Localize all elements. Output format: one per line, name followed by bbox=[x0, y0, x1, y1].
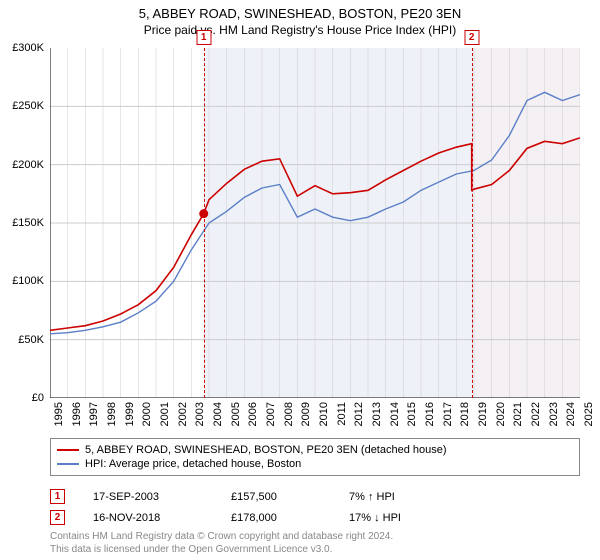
x-tick-label: 2019 bbox=[477, 402, 489, 426]
chart-plot: 12 bbox=[50, 48, 580, 398]
event-date: 17-SEP-2003 bbox=[93, 491, 203, 503]
y-tick-label: £100K bbox=[12, 275, 44, 287]
footer-line1: Contains HM Land Registry data © Crown c… bbox=[50, 530, 393, 543]
event-num-box: 2 bbox=[50, 510, 65, 525]
event-vline bbox=[204, 48, 205, 398]
x-tick-label: 1995 bbox=[53, 402, 65, 426]
legend-row: 5, ABBEY ROAD, SWINESHEAD, BOSTON, PE20 … bbox=[57, 443, 573, 457]
event-date: 16-NOV-2018 bbox=[93, 512, 203, 524]
x-tick-label: 2018 bbox=[459, 402, 471, 426]
x-tick-label: 1996 bbox=[71, 402, 83, 426]
y-tick-label: £300K bbox=[12, 42, 44, 54]
x-tick-label: 2011 bbox=[336, 402, 348, 426]
x-tick-label: 2013 bbox=[371, 402, 383, 426]
x-tick-label: 1998 bbox=[106, 402, 118, 426]
x-tick-label: 2016 bbox=[424, 402, 436, 426]
x-tick-label: 2015 bbox=[406, 402, 418, 426]
chart-subtitle: Price paid vs. HM Land Registry's House … bbox=[0, 21, 600, 41]
x-tick-label: 2001 bbox=[159, 402, 171, 426]
y-tick-label: £150K bbox=[12, 217, 44, 229]
x-tick-label: 2020 bbox=[495, 402, 507, 426]
event-delta: 7% ↑ HPI bbox=[349, 491, 395, 503]
event-row: 1 17-SEP-2003 £157,500 7% ↑ HPI bbox=[50, 486, 580, 507]
x-tick-label: 2024 bbox=[565, 402, 577, 426]
x-tick-label: 2010 bbox=[318, 402, 330, 426]
event-price: £157,500 bbox=[231, 491, 321, 503]
y-tick-label: £50K bbox=[18, 334, 44, 346]
y-tick-label: £0 bbox=[32, 392, 44, 404]
x-axis-labels: 1995 1996 1997 1998 1999 2000 2001 2002 2003 2004… bbox=[50, 400, 580, 440]
event-vline bbox=[472, 48, 473, 398]
legend: 5, ABBEY ROAD, SWINESHEAD, BOSTON, PE20 … bbox=[50, 438, 580, 476]
x-tick-label: 1999 bbox=[124, 402, 136, 426]
x-tick-label: 2006 bbox=[247, 402, 259, 426]
x-tick-label: 2023 bbox=[548, 402, 560, 426]
x-tick-label: 2025 bbox=[583, 402, 595, 426]
x-tick-label: 2012 bbox=[353, 402, 365, 426]
event-marker-2: 2 bbox=[464, 30, 479, 45]
event-price: £178,000 bbox=[231, 512, 321, 524]
legend-label: 5, ABBEY ROAD, SWINESHEAD, BOSTON, PE20 … bbox=[85, 444, 447, 456]
x-tick-label: 2009 bbox=[300, 402, 312, 426]
legend-row: HPI: Average price, detached house, Bost… bbox=[57, 457, 573, 471]
x-tick-label: 2004 bbox=[212, 402, 224, 426]
x-tick-label: 2014 bbox=[389, 402, 401, 426]
x-tick-label: 2017 bbox=[442, 402, 454, 426]
chart-title: 5, ABBEY ROAD, SWINESHEAD, BOSTON, PE20 … bbox=[0, 0, 600, 21]
footer: Contains HM Land Registry data © Crown c… bbox=[50, 530, 393, 556]
y-axis-labels: £0£50K£100K£150K£200K£250K£300K bbox=[0, 48, 48, 398]
x-tick-label: 2007 bbox=[265, 402, 277, 426]
legend-label: HPI: Average price, detached house, Bost… bbox=[85, 458, 301, 470]
x-tick-label: 2008 bbox=[283, 402, 295, 426]
event-num-box: 1 bbox=[50, 489, 65, 504]
event-list: 1 17-SEP-2003 £157,500 7% ↑ HPI 2 16-NOV-2018… bbox=[50, 486, 580, 528]
legend-swatch bbox=[57, 463, 79, 465]
chart-svg bbox=[50, 48, 580, 398]
legend-swatch bbox=[57, 449, 79, 451]
x-tick-label: 2000 bbox=[141, 402, 153, 426]
x-tick-label: 2005 bbox=[230, 402, 242, 426]
footer-line2: This data is licensed under the Open Gov… bbox=[50, 543, 393, 556]
x-tick-label: 1997 bbox=[88, 402, 100, 426]
event-delta: 17% ↓ HPI bbox=[349, 512, 401, 524]
x-tick-label: 2002 bbox=[177, 402, 189, 426]
x-tick-label: 2022 bbox=[530, 402, 542, 426]
event-row: 2 16-NOV-2018 £178,000 17% ↓ HPI bbox=[50, 507, 580, 528]
y-tick-label: £250K bbox=[12, 100, 44, 112]
x-tick-label: 2003 bbox=[194, 402, 206, 426]
y-tick-label: £200K bbox=[12, 159, 44, 171]
event-marker-1: 1 bbox=[196, 30, 211, 45]
x-tick-label: 2021 bbox=[512, 402, 524, 426]
